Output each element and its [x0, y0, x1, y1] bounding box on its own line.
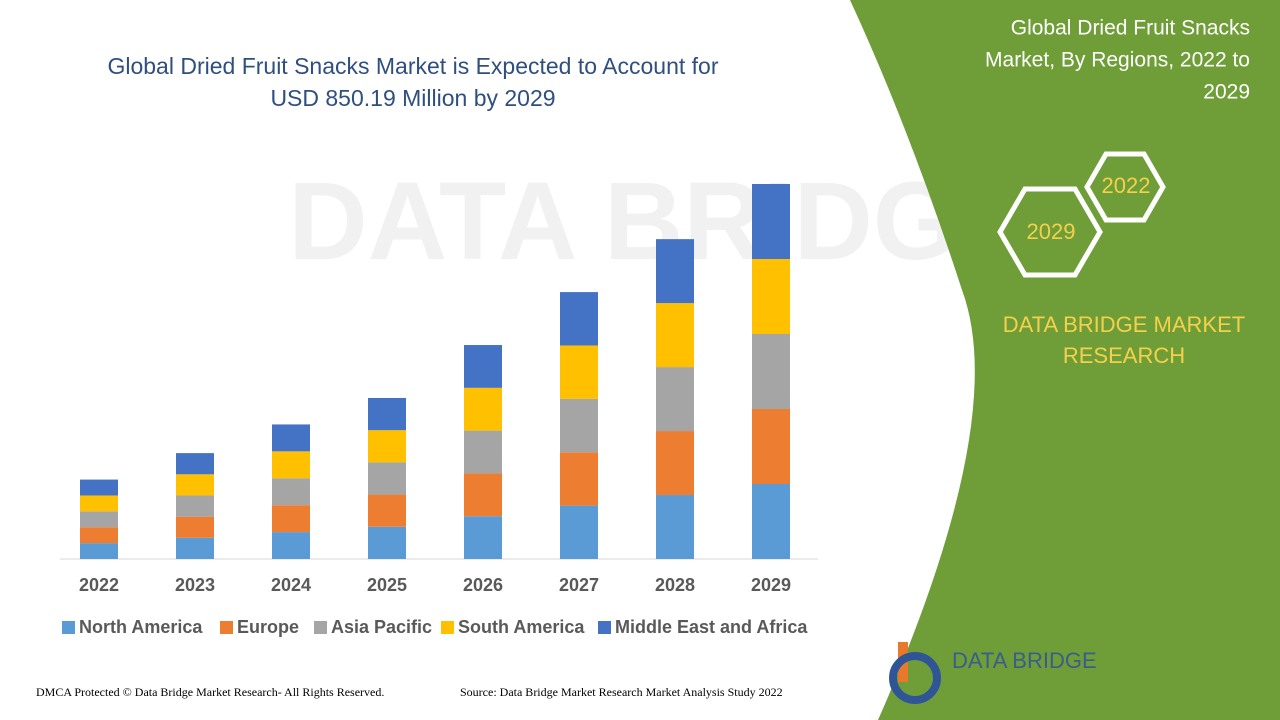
plot: 2022 2023 2024 2025 2026 2027 2028 2029 North Am…	[62, 184, 808, 637]
x-tick-label: 2022	[79, 575, 119, 595]
legend-label: Asia Pacific	[331, 617, 432, 637]
bar-segment	[656, 367, 694, 432]
chart-title: Global Dried Fruit Snacks Market is Expe…	[107, 53, 718, 79]
bar-segment	[176, 453, 214, 475]
chart-title: USD 850.19 Million by 2029	[270, 85, 555, 111]
hexagon	[997, 186, 1103, 278]
bar-segment	[464, 473, 502, 517]
bar-segment	[752, 259, 790, 334]
legend-swatch	[62, 621, 75, 634]
logo-mark	[889, 652, 941, 704]
bar-segment	[464, 345, 502, 388]
legend-label: South America	[458, 617, 585, 637]
panel-title: Global Dried Fruit Snacks	[1011, 17, 1250, 40]
x-tick-label: 2024	[271, 575, 311, 595]
bar-segment	[272, 478, 310, 506]
bar-segment	[272, 424, 310, 452]
bar-segment	[272, 532, 310, 559]
brand-text: RESEARCH	[1063, 343, 1185, 368]
x-tick-label: 2028	[655, 575, 695, 595]
legend-swatch	[441, 621, 454, 634]
bar-segment	[464, 516, 502, 559]
bar-segment	[752, 409, 790, 484]
x-tick-label: 2023	[175, 575, 215, 595]
x-tick-label: 2026	[463, 575, 503, 595]
hexagon	[1084, 151, 1166, 223]
bar-segment	[176, 537, 214, 559]
panel-title: 2029	[1203, 81, 1250, 104]
bar-segment	[560, 292, 598, 346]
x-tick-label: 2029	[751, 575, 791, 595]
logo-text: DATA BRIDGE	[952, 648, 1097, 673]
legend-swatch	[314, 621, 327, 634]
bar-segment	[752, 334, 790, 409]
panel-title: Market, By Regions, 2022 to	[985, 49, 1250, 72]
bar-segment	[272, 505, 310, 533]
hex-label: 2029	[1027, 219, 1076, 244]
bar-segment	[80, 479, 118, 496]
footer-right: Source: Data Bridge Market Research Mark…	[460, 685, 783, 699]
bar-segment	[272, 451, 310, 479]
bar-segment	[368, 397, 406, 431]
bar-segment	[368, 526, 406, 559]
x-tick-label: 2025	[367, 575, 407, 595]
bar-segment	[464, 430, 502, 474]
legend-swatch	[598, 621, 611, 634]
brand-text: DATA BRIDGE MARKET	[1003, 312, 1245, 337]
bar-segment	[368, 462, 406, 495]
bar-segment	[176, 495, 214, 517]
logo: DATA BRIDGE	[889, 642, 1097, 704]
bar-segment	[656, 303, 694, 368]
bar-segment	[176, 516, 214, 538]
legend-swatch	[220, 621, 233, 634]
bar-segment	[80, 543, 118, 559]
bar-segment	[368, 430, 406, 463]
bar-segment	[560, 345, 598, 399]
bar-segment	[464, 387, 502, 431]
bar-segment	[176, 474, 214, 496]
hex-label: 2022	[1102, 173, 1151, 198]
bar-segment	[656, 431, 694, 496]
bar-segment	[560, 398, 598, 453]
footer-left: DMCA Protected © Data Bridge Market Rese…	[36, 685, 384, 699]
bar-segment	[656, 495, 694, 559]
bar-segment	[368, 494, 406, 527]
bar-segment	[656, 239, 694, 304]
bar-segment	[752, 184, 790, 259]
x-tick-label: 2027	[559, 575, 599, 595]
bar-segment	[80, 495, 118, 512]
bar-segment	[80, 527, 118, 544]
legend-label: North America	[79, 617, 203, 637]
side-panel	[850, 0, 1280, 720]
bar-segment	[752, 484, 790, 559]
bar-segment	[560, 505, 598, 559]
bar-segment	[560, 452, 598, 506]
legend-label: Europe	[237, 617, 299, 637]
legend-label: Middle East and Africa	[615, 617, 808, 637]
bar-segment	[80, 511, 118, 528]
